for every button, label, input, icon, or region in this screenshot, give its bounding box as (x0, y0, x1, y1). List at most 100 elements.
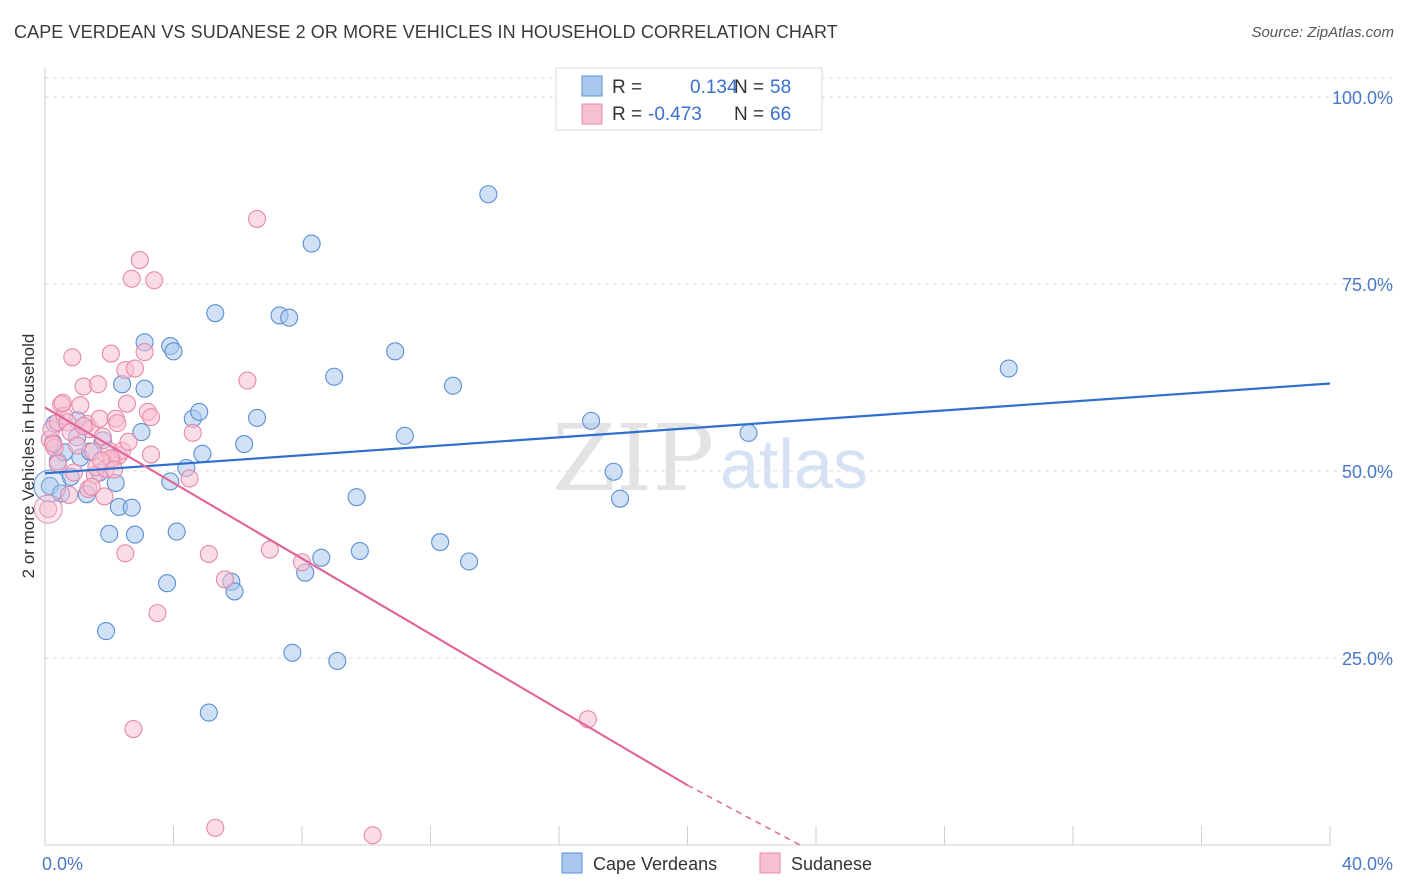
cape-verdean-point (347, 488, 366, 507)
cape-verdean-point (739, 423, 758, 442)
cape-verdean-point (96, 622, 116, 641)
sudanese-point (125, 359, 144, 378)
trend-lines (44, 382, 1331, 846)
legend-n-value-1: 58 (770, 77, 791, 98)
cape-verdean-point (193, 444, 212, 463)
y-axis-label: 2 or more Vehicles in Household (19, 334, 38, 579)
sudanese-point (199, 544, 218, 564)
cape-verdean-trend-line (44, 382, 1331, 475)
sudanese-point (260, 540, 279, 559)
sudanese-point (53, 393, 72, 412)
cape-verdean-point (164, 342, 183, 361)
cape-verdeans-points (33, 185, 1018, 722)
sudanese-point (135, 343, 154, 362)
cape-verdean-point (328, 651, 347, 671)
cape-verdean-point (999, 359, 1018, 378)
sudanese-point (117, 394, 136, 413)
legend-n-label-1: N = (734, 77, 764, 98)
sudanese-point (122, 269, 141, 288)
axes-layer: 25.0% 50.0% 75.0% 100.0% 0.0% 40.0% (42, 68, 1393, 874)
legend-r-value-1: 0.134 (690, 77, 738, 98)
legend-r-label-2: R = (612, 104, 642, 125)
sudanese-point (95, 487, 114, 506)
grid-layer (45, 77, 1392, 659)
cape-verdean-point (459, 552, 479, 571)
sudanese-point (363, 826, 382, 845)
watermark-zip-text: ZIP (552, 405, 714, 512)
sudanese-point (90, 409, 109, 428)
sudanese-point (206, 818, 225, 837)
sudanese-point (116, 544, 135, 563)
chart-title: CAPE VERDEAN VS SUDANESE 2 OR MORE VEHIC… (14, 22, 838, 42)
sudanese-point (130, 251, 149, 270)
x-tick-label: 0.0% (42, 854, 83, 874)
sudanese-point (68, 436, 87, 455)
sudanese-point (578, 710, 597, 729)
cape-verdean-point (158, 574, 177, 593)
cape-verdean-point (610, 489, 630, 508)
correlation-legend: R = 0.134 N = 58 R = -0.473 N = 66 (555, 67, 823, 131)
cape-verdean-point (280, 308, 299, 327)
legend-swatch-blue (581, 75, 603, 97)
legend-r-value-2: -0.473 (648, 104, 702, 125)
sudanese-point (238, 371, 257, 390)
cape-verdean-point (283, 643, 302, 662)
cape-verdean-point (100, 524, 119, 543)
legend-swatch-pink (581, 103, 603, 125)
cape-verdean-point (247, 408, 267, 427)
sudanese-point (183, 423, 202, 442)
sudanese-point-large (33, 494, 63, 524)
y-tick-label: 75.0% (1342, 275, 1393, 295)
cape-verdean-point (225, 582, 244, 601)
series-legend: Cape Verdeans Sudanese (561, 852, 872, 874)
sudanese-point (215, 570, 234, 589)
sudanese-point (101, 344, 120, 363)
sudanese-point (247, 209, 267, 228)
sudanese-point (180, 469, 199, 488)
sudanese-point (48, 454, 67, 473)
sudanese-point (108, 414, 127, 433)
cape-verdean-point (325, 367, 344, 386)
sudanese-point (119, 432, 138, 451)
cape-verdean-point (312, 548, 331, 567)
sudanese-point (82, 477, 101, 496)
cape-verdean-point (479, 185, 498, 204)
source-attribution: Source: ZipAtlas.com (1251, 24, 1394, 41)
cape-verdean-point (395, 426, 414, 445)
y-tick-label: 100.0% (1332, 88, 1393, 108)
sudanese-point (39, 500, 58, 519)
cape-verdean-point (199, 703, 218, 722)
cape-verdean-point (443, 376, 463, 395)
sudanese-point (124, 720, 143, 739)
series-label-sudanese: Sudanese (791, 854, 872, 874)
cape-verdean-point (125, 525, 144, 544)
sudanese-point (88, 375, 108, 394)
legend-n-value-2: 66 (770, 104, 791, 125)
sudanese-point (148, 604, 167, 623)
cape-verdean-point (132, 423, 151, 442)
sudanese-point (145, 271, 164, 290)
x-tick-label: 40.0% (1342, 854, 1393, 874)
cape-verdean-point (135, 379, 154, 398)
cape-verdean-point (431, 533, 450, 552)
sudanese-point (63, 348, 82, 367)
legend-n-label-2: N = (734, 104, 764, 125)
series-swatch-cape-verdeans (561, 852, 583, 874)
cape-verdean-point (235, 435, 254, 454)
y-tick-label: 25.0% (1342, 649, 1393, 669)
sudanese-trend-line (44, 406, 689, 787)
sudanese-points (33, 209, 597, 845)
y-tick-label: 50.0% (1342, 462, 1393, 482)
cape-verdean-point (582, 411, 601, 430)
cape-verdean-point (302, 234, 321, 253)
cape-verdean-point (386, 342, 405, 361)
sudanese-point (141, 408, 161, 427)
series-label-cape-verdeans: Cape Verdeans (593, 854, 717, 874)
series-swatch-sudanese (759, 852, 781, 874)
cape-verdean-point (190, 402, 209, 421)
cape-verdean-point (350, 541, 369, 561)
sudanese-point (141, 445, 161, 464)
cape-verdean-point (604, 462, 623, 481)
sudanese-point (43, 435, 63, 454)
